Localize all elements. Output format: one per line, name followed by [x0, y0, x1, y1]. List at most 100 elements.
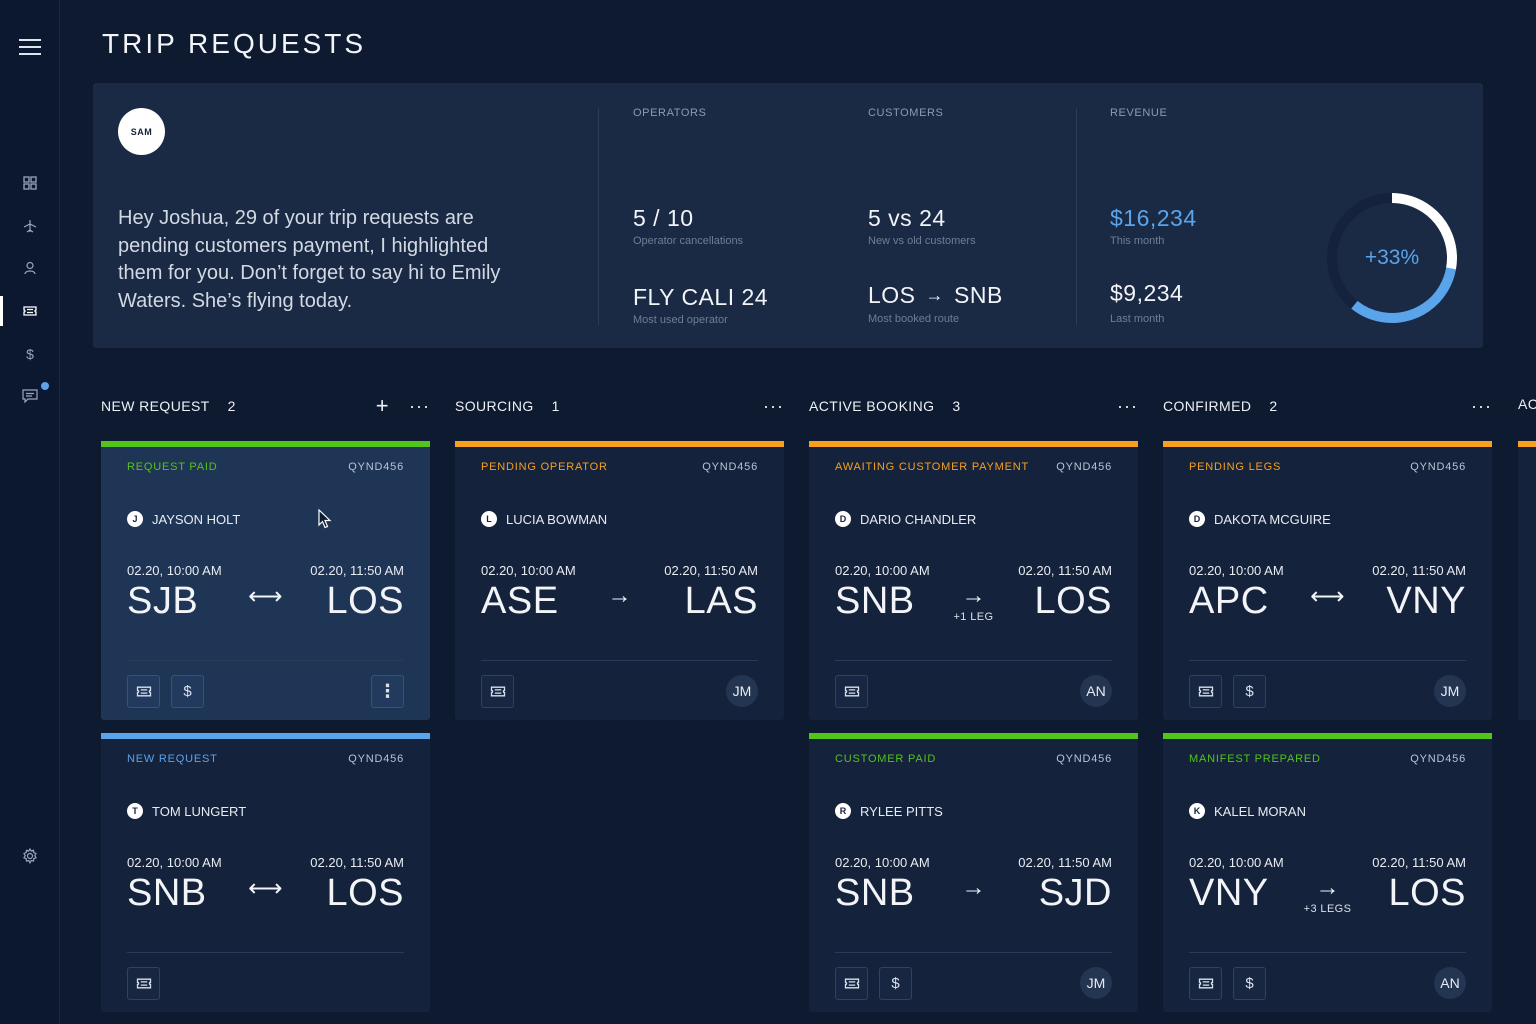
passenger: J JAYSON HOLT: [127, 511, 240, 527]
operator-cancellations-label: Operator cancellations: [633, 235, 744, 247]
ticket-button[interactable]: [127, 675, 160, 708]
divider: [835, 660, 1112, 661]
ticket-icon: [844, 978, 859, 989]
origin-code: ASE: [481, 580, 559, 622]
departure-time: 02.20, 10:00 AM: [127, 855, 222, 870]
departure-time: 02.20, 10:00 AM: [127, 563, 222, 578]
arrival-time: 02.20, 11:50 AM: [310, 855, 404, 870]
greeting-text: Hey Joshua, 29 of your trip requests are…: [118, 207, 501, 312]
assignee-avatar[interactable]: JM: [1080, 967, 1112, 999]
request-code: QYND456: [348, 753, 404, 765]
dollar-icon: $: [891, 975, 900, 992]
divider: [1189, 952, 1466, 953]
status-bar: [1163, 733, 1492, 739]
assignee-avatar[interactable]: AN: [1080, 675, 1112, 707]
user-icon[interactable]: [0, 253, 60, 283]
divider: [481, 660, 758, 661]
passenger-name: RYLEE PITTS: [860, 803, 943, 819]
payment-button[interactable]: $: [171, 675, 204, 708]
arrival-time: 02.20, 11:50 AM: [664, 563, 758, 578]
ticket-button[interactable]: [835, 967, 868, 1000]
destination-code: VNY: [1386, 580, 1466, 622]
trip-card[interactable]: CUSTOMER PAID QYND456 R RYLEE PITTS 02.20…: [809, 733, 1138, 1012]
dollar-icon: $: [1245, 683, 1254, 700]
trip-card[interactable]: MANIFEST PREPARED QYND456 K KALEL MORAN 0…: [1163, 733, 1492, 1012]
arrow-right-icon: →: [1315, 874, 1340, 901]
origin-code: SNB: [127, 872, 207, 914]
status-bar: [809, 441, 1138, 447]
assignee-avatar[interactable]: AN: [1434, 967, 1466, 999]
column-more-button[interactable]: ···: [409, 396, 430, 416]
top-route-value: LOS → SNB: [868, 282, 1003, 309]
trip-card[interactable]: NEW REQUEST QYND456 T TOM LUNGERT 02.20, …: [101, 733, 430, 1012]
ticket-icon: [136, 978, 151, 989]
status-bar: [455, 441, 784, 447]
assistant-avatar: SAM: [118, 108, 165, 155]
trip-card[interactable]: REQUEST PAID QYND456 J JAYSON HOLT 02.20,…: [101, 441, 430, 720]
ticket-icon: [1198, 686, 1213, 697]
top-operator-label: Most used operator: [633, 314, 728, 326]
assignee-avatar[interactable]: JM: [1434, 675, 1466, 707]
ticket-button[interactable]: [127, 967, 160, 1000]
plane-icon[interactable]: [0, 211, 60, 241]
dollar-icon[interactable]: $: [26, 346, 34, 362]
destination-code: LOS: [1388, 872, 1466, 914]
payment-button[interactable]: $: [1233, 967, 1266, 1000]
ticket-button[interactable]: [1189, 675, 1222, 708]
summary-panel: SAM Hey Joshua, 29 of your trip requests…: [93, 83, 1483, 348]
column-header-active-booking: ACTIVE BOOKING 3 ···: [809, 396, 1138, 416]
passenger-name: JAYSON HOLT: [152, 511, 241, 527]
status-label: AWAITING CUSTOMER PAYMENT: [835, 461, 1029, 473]
column-count: 1: [551, 398, 560, 414]
ticket-button[interactable]: [481, 675, 514, 708]
divider: [1189, 660, 1466, 661]
trip-card[interactable]: PENDING OPERATOR QYND456 L LUCIA BOWMAN 0…: [455, 441, 784, 720]
status-bar: [1163, 441, 1492, 447]
ticket-button[interactable]: [1189, 967, 1222, 1000]
passenger-name: TOM LUNGERT: [152, 803, 247, 819]
revenue-this-month-value: $16,234: [1110, 205, 1197, 231]
arrival-time: 02.20, 11:50 AM: [1372, 855, 1466, 870]
column-more-button[interactable]: ···: [763, 396, 784, 416]
payment-button[interactable]: $: [1233, 675, 1266, 708]
column-more-button[interactable]: ···: [1117, 396, 1138, 416]
menu-icon[interactable]: [0, 32, 60, 62]
card-menu-button[interactable]: ⋮: [371, 675, 404, 708]
ticket-icon[interactable]: [0, 296, 60, 326]
ticket-icon: [844, 686, 859, 697]
chat-icon[interactable]: [0, 381, 60, 411]
divider: [1076, 108, 1077, 325]
departure-time: 02.20, 10:00 AM: [835, 563, 930, 578]
departure-time: 02.20, 10:00 AM: [481, 563, 576, 578]
passenger: D DAKOTA MCGUIRE: [1189, 511, 1331, 527]
ticket-button[interactable]: [835, 675, 868, 708]
dollar-icon: $: [183, 683, 192, 700]
sidebar: $: [0, 0, 60, 1024]
round-trip-arrow-icon: ⟷: [248, 583, 283, 610]
status-bar: [809, 733, 1138, 739]
operator-cancellations-value: 5 / 10: [633, 205, 694, 231]
donut-arc-current: [1327, 193, 1457, 323]
origin-code: APC: [1189, 580, 1269, 622]
gear-icon[interactable]: [0, 841, 60, 871]
trip-card[interactable]: AWAITING CUSTOMER PAYMENT QYND456 D DARIO…: [809, 441, 1138, 720]
passenger-initial: R: [835, 803, 851, 819]
customer-ratio-value: 5 vs 24: [868, 205, 946, 231]
passenger-initial: T: [127, 803, 143, 819]
trip-card[interactable]: PENDING LEGS QYND456 D DAKOTA MCGUIRE 02.…: [1163, 441, 1492, 720]
add-request-button[interactable]: +: [375, 393, 390, 418]
payment-button[interactable]: $: [879, 967, 912, 1000]
assignee-avatar[interactable]: JM: [726, 675, 758, 707]
column-header-new-request: NEW REQUEST 2 + ···: [101, 393, 430, 418]
dashboard-icon[interactable]: [0, 168, 60, 198]
top-operator-value: FLY CALI 24: [633, 284, 769, 310]
arrival-time: 02.20, 11:50 AM: [1018, 855, 1112, 870]
departure-time: 02.20, 10:00 AM: [1189, 563, 1284, 578]
column-more-button[interactable]: ···: [1471, 396, 1492, 416]
passenger-name: KALEL MORAN: [1214, 803, 1306, 819]
ticket-icon: [1198, 978, 1213, 989]
route-from: LOS: [868, 282, 916, 308]
origin-code: VNY: [1189, 872, 1269, 914]
passenger: T TOM LUNGERT: [127, 803, 246, 819]
trip-card-partial[interactable]: [1518, 441, 1536, 720]
